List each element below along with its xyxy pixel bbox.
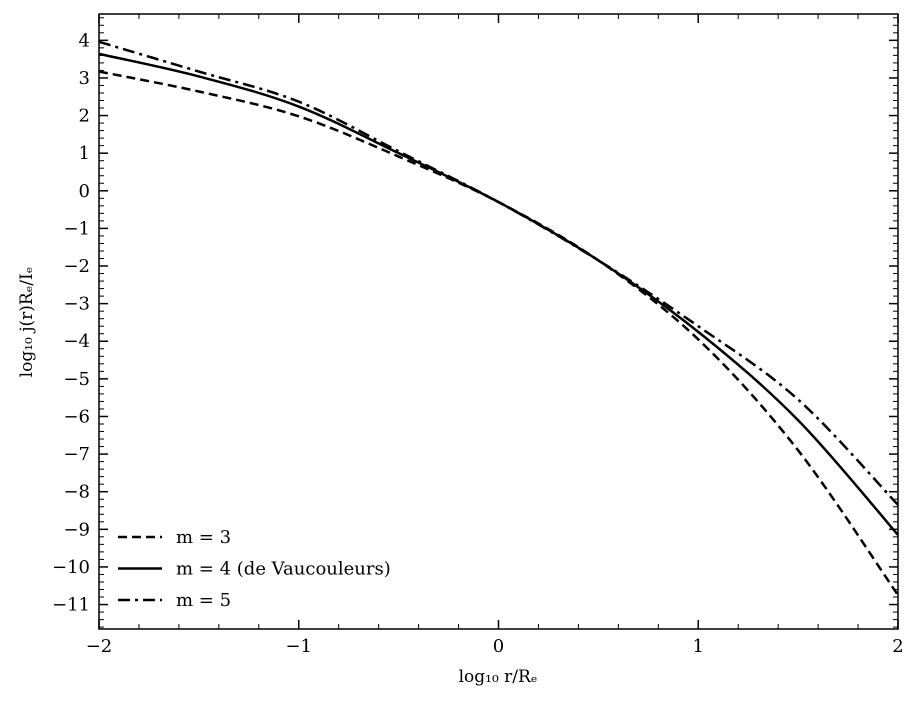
x-tick-label: 1 xyxy=(693,636,704,657)
x-tick-label: −1 xyxy=(285,636,312,657)
y-axis-label: log₁₀ j(r)Rₑ/Iₑ xyxy=(17,267,37,378)
legend-label: m = 4 (de Vaucouleurs) xyxy=(176,559,391,580)
legend-label: m = 5 xyxy=(176,590,231,611)
y-tick-label: −8 xyxy=(63,482,90,503)
y-tick-label: −5 xyxy=(63,369,90,390)
legend-label: m = 3 xyxy=(176,527,231,548)
series-line-1 xyxy=(98,70,900,596)
y-tick-label: −1 xyxy=(63,218,90,239)
series-line-2 xyxy=(98,52,899,536)
y-tick-label: −6 xyxy=(63,406,90,427)
x-tick-label: −2 xyxy=(86,636,113,657)
y-tick-label: 4 xyxy=(79,30,90,51)
x-axis-label: log₁₀ r/Rₑ xyxy=(459,667,538,687)
legend: m = 3 m = 4 (de Vaucouleurs) m = 5 xyxy=(118,527,391,611)
y-tick-label: −11 xyxy=(52,595,90,616)
y-tick-label: 3 xyxy=(79,68,90,89)
x-tick-label: 0 xyxy=(493,636,504,657)
y-tick-label: −3 xyxy=(63,294,90,315)
x-tick-label: 2 xyxy=(892,636,903,657)
y-tick-label: −9 xyxy=(63,519,90,540)
y-tick-label: 2 xyxy=(79,106,90,127)
series-line-3 xyxy=(98,40,899,506)
y-tick-label: −2 xyxy=(63,256,90,277)
ticks xyxy=(98,14,899,629)
y-tick-label: 0 xyxy=(79,181,90,202)
y-tick-label: −10 xyxy=(52,557,90,578)
curves xyxy=(98,40,900,596)
y-tick-label: 1 xyxy=(79,143,90,164)
y-tick-labels: 4 3 2 1 0 −1 −2 −3 −4 −5 −6 −7 −8 −9 −10 −11 xyxy=(52,30,90,615)
plot-frame xyxy=(98,13,899,630)
y-tick-label: −7 xyxy=(63,444,90,465)
x-tick-labels: −2 −1 0 1 2 xyxy=(86,636,904,657)
y-tick-label: −4 xyxy=(63,331,90,352)
